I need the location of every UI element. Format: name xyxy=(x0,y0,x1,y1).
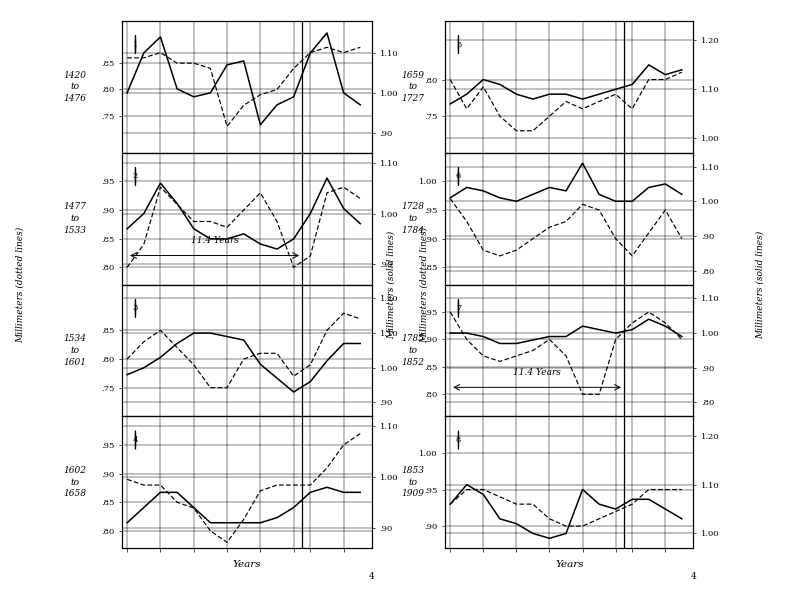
Text: Millimeters (dotted lines): Millimeters (dotted lines) xyxy=(15,226,24,343)
Text: 2: 2 xyxy=(133,173,138,180)
Text: 1785
to
1852: 1785 to 1852 xyxy=(401,334,425,367)
Text: Millimeters (dotted lines): Millimeters (dotted lines) xyxy=(419,226,429,343)
Text: 1: 1 xyxy=(132,41,138,49)
Text: Millimeters (solid lines): Millimeters (solid lines) xyxy=(387,231,396,338)
Text: 4: 4 xyxy=(369,572,375,581)
Text: 1477
to
1533: 1477 to 1533 xyxy=(63,202,87,235)
Text: 7: 7 xyxy=(455,304,461,312)
Text: 1728
to
1784: 1728 to 1784 xyxy=(401,202,425,235)
Text: 4: 4 xyxy=(690,572,697,581)
Text: Millimeters (solid lines): Millimeters (solid lines) xyxy=(756,231,765,338)
Text: 11.4 Years: 11.4 Years xyxy=(513,368,561,377)
Text: 6: 6 xyxy=(455,173,461,180)
Text: 1853
to
1909: 1853 to 1909 xyxy=(401,466,425,498)
Text: 5: 5 xyxy=(455,41,461,49)
Text: 8: 8 xyxy=(455,436,461,444)
Text: 1534
to
1601: 1534 to 1601 xyxy=(63,334,87,367)
Text: 11.4 Years: 11.4 Years xyxy=(191,236,239,245)
Text: 4: 4 xyxy=(132,436,138,444)
Text: 1420
to
1476: 1420 to 1476 xyxy=(63,71,87,103)
Text: 3: 3 xyxy=(132,304,138,312)
X-axis label: Years: Years xyxy=(555,560,584,569)
X-axis label: Years: Years xyxy=(232,560,262,569)
Text: 1659
to
1727: 1659 to 1727 xyxy=(401,71,425,103)
Text: 1602
to
1658: 1602 to 1658 xyxy=(63,466,87,498)
